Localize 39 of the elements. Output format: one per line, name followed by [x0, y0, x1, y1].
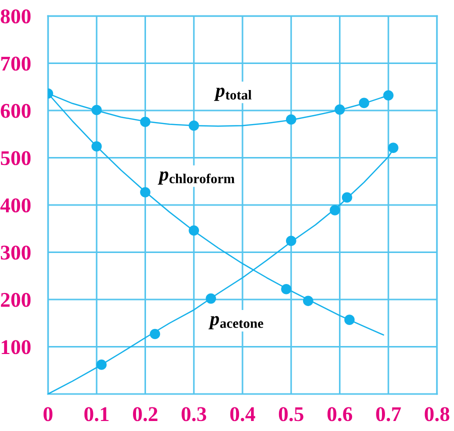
point [302, 296, 314, 306]
x-tick-label: 0.3 [182, 407, 206, 422]
x-tick-label: 0.5 [278, 407, 304, 422]
point [188, 120, 200, 131]
point [388, 142, 398, 153]
y-tick-label: 600 [0, 104, 31, 118]
point [330, 205, 340, 216]
point [188, 225, 200, 236]
series-label: p$_{total}$ [214, 88, 252, 101]
point [150, 328, 160, 340]
point [286, 114, 296, 125]
x-tick-label: 0.4 [230, 407, 256, 422]
x-tick-label: 0.1 [84, 407, 109, 422]
point [281, 284, 292, 294]
y-tick-label: 800 [0, 9, 31, 24]
point [91, 141, 102, 152]
point [91, 104, 102, 116]
point [342, 192, 352, 203]
point [206, 293, 216, 304]
point [286, 236, 296, 246]
point [383, 90, 394, 101]
y-tick-label: 400 [0, 198, 31, 212]
x-tick-label: 0.6 [328, 407, 352, 422]
point [96, 360, 107, 370]
y-tick-label: 200 [0, 292, 31, 307]
x-tick-label: 0 [44, 407, 52, 422]
x-tick-label: 0.7 [376, 407, 401, 422]
point [140, 187, 150, 198]
y-tick-label: 500 [0, 151, 31, 166]
y-tick-label: 700 [1, 56, 31, 71]
point [344, 314, 355, 325]
x-tick-label: 0.8 [424, 407, 450, 422]
y-tick-label: 300 [0, 246, 31, 260]
point [140, 116, 150, 127]
x-tick-label: 0.2 [133, 407, 158, 422]
point [358, 98, 370, 108]
series-label: p$_{acetone}$ [208, 316, 264, 330]
y-tick-label: 100 [2, 340, 31, 354]
point [334, 104, 345, 115]
